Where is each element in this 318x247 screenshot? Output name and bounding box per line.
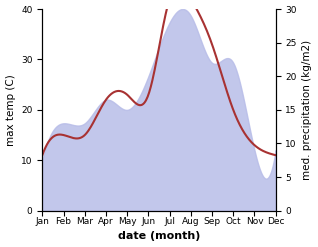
Y-axis label: med. precipitation (kg/m2): med. precipitation (kg/m2) xyxy=(302,40,313,180)
X-axis label: date (month): date (month) xyxy=(118,231,200,242)
Y-axis label: max temp (C): max temp (C) xyxy=(5,74,16,146)
